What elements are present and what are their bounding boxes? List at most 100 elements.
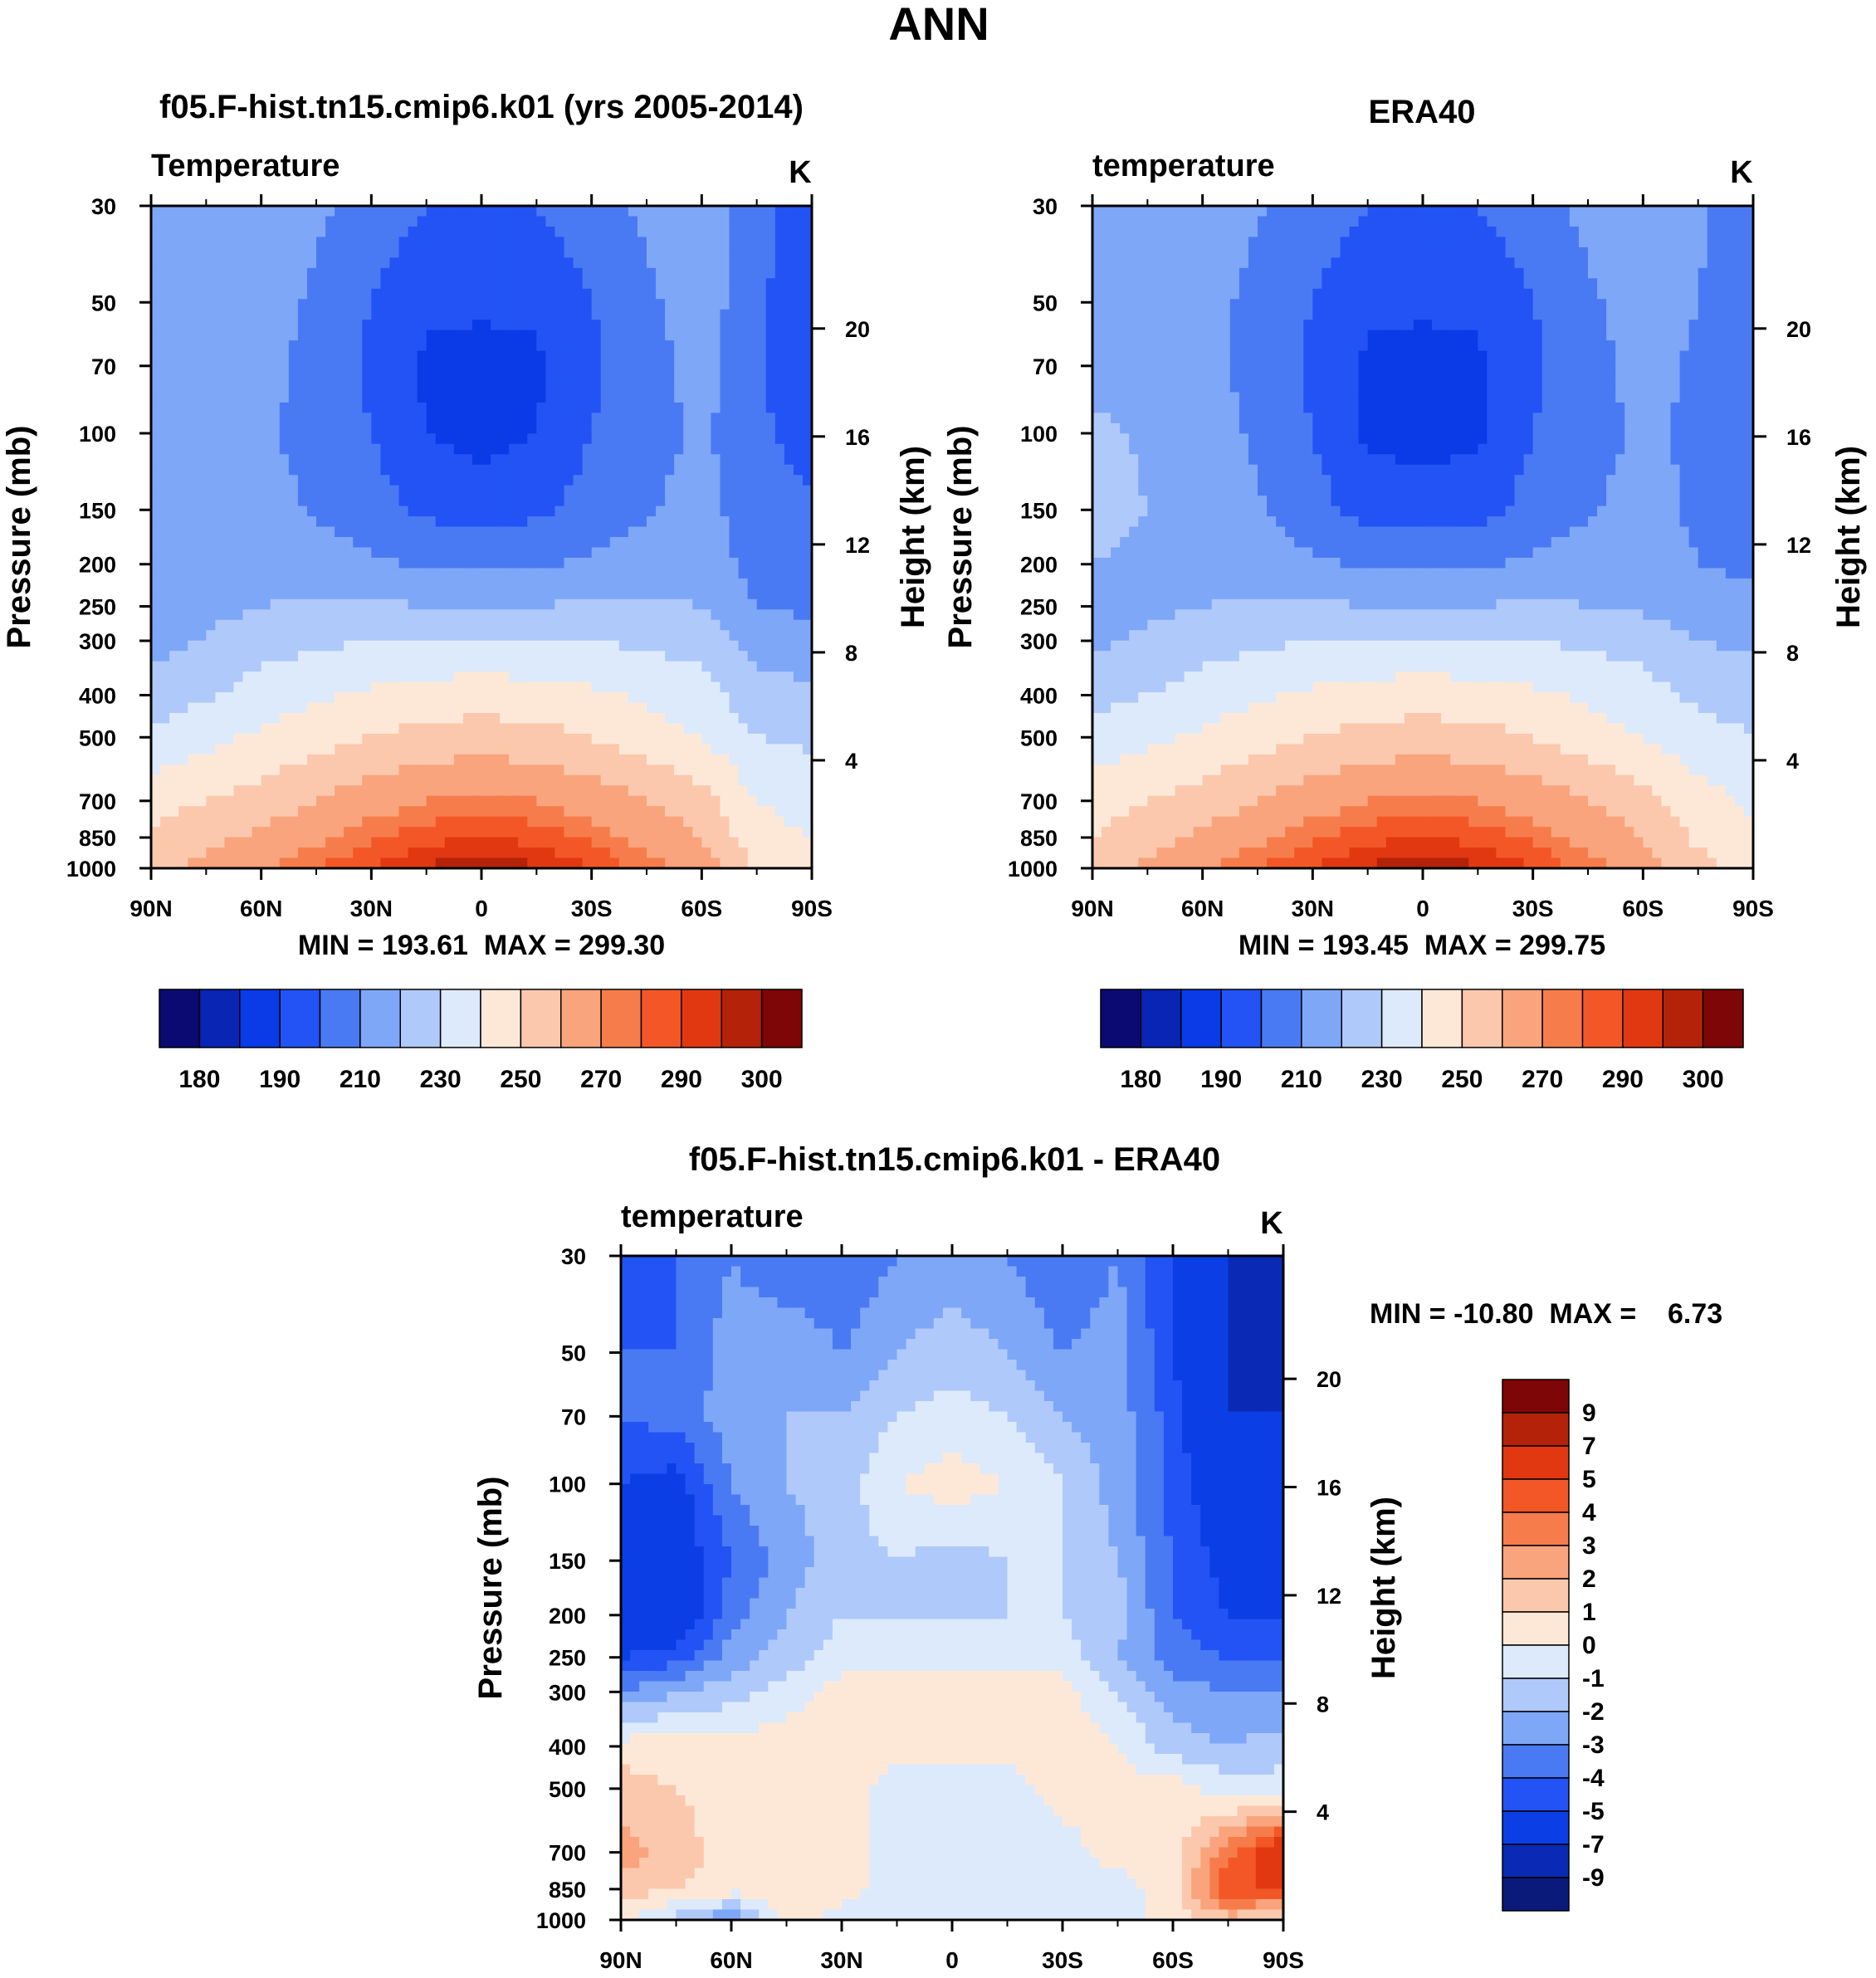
contour-cell — [683, 413, 693, 424]
contour-cell — [270, 568, 281, 579]
contour-cell — [453, 278, 464, 290]
contour-cell — [527, 609, 537, 621]
contour-cell — [564, 785, 574, 797]
contour-cell — [453, 568, 464, 579]
contour-cell — [297, 827, 308, 838]
contour-cell — [1111, 226, 1121, 238]
contour-cell — [444, 505, 455, 517]
contour-cell — [344, 661, 354, 672]
contour-cell — [206, 392, 216, 403]
contour-cell — [756, 454, 767, 466]
contour-cell — [711, 827, 721, 838]
contour-cell — [279, 827, 290, 838]
contour-cell — [417, 361, 427, 373]
contour-cell — [224, 206, 235, 217]
contour-cell — [1340, 237, 1351, 248]
panel-model-colorbar: 180 190 210 230 250 270 290 300 — [159, 989, 803, 1093]
contour-cell — [665, 422, 675, 434]
contour-cell — [261, 247, 271, 258]
contour-cell — [426, 795, 437, 807]
contour-cell — [408, 672, 418, 683]
contour-cell — [453, 496, 464, 507]
contour-cell — [1175, 226, 1185, 238]
contour-cell — [609, 630, 620, 642]
contour-cell — [1569, 226, 1580, 238]
contour-cell — [582, 661, 593, 672]
contour-cell — [197, 619, 207, 631]
contour-cell — [527, 309, 537, 320]
contour-cell — [444, 216, 455, 227]
contour-cell — [1551, 226, 1561, 238]
contour-cell — [656, 547, 666, 559]
contour-cell — [481, 702, 491, 714]
contour-cell — [270, 630, 281, 642]
contour-cell — [344, 392, 354, 403]
contour-cell — [738, 816, 749, 828]
contour-cell — [527, 496, 537, 507]
contour-cell — [491, 371, 501, 383]
panel-model-axes: 90N 60N 30N 0 30S 60S 90S305070100150200250300… — [66, 194, 870, 921]
contour-cell — [591, 723, 602, 735]
contour-cell — [297, 485, 308, 496]
contour-cell — [692, 589, 702, 600]
contour-cell — [362, 723, 372, 735]
contour-cell — [471, 857, 482, 869]
contour-cell — [701, 443, 711, 455]
contour-cell — [297, 350, 308, 362]
contour-cell — [169, 330, 179, 341]
contour-cell — [261, 433, 271, 445]
contour-cell — [151, 598, 161, 610]
contour-cell — [215, 589, 226, 600]
contour-cell — [747, 651, 758, 662]
contour-cell — [279, 340, 290, 352]
contour-cell — [1258, 226, 1268, 238]
contour-cell — [160, 764, 170, 776]
contour-cell — [518, 785, 528, 797]
contour-cell — [591, 505, 602, 517]
contour-cell — [169, 237, 179, 248]
contour-cell — [545, 340, 556, 352]
contour-cell — [471, 206, 482, 217]
contour-cell — [160, 557, 170, 569]
contour-cell — [802, 443, 813, 455]
contour-cell — [169, 392, 179, 403]
contour-cell — [435, 744, 446, 755]
contour-cell — [701, 340, 711, 352]
contour-cell — [1303, 206, 1313, 217]
contour-cell — [692, 754, 702, 765]
contour-cell — [564, 371, 574, 383]
contour-cell — [665, 216, 675, 227]
contour-cell — [389, 206, 400, 217]
contour-cell — [417, 568, 427, 579]
contour-cell — [1340, 216, 1351, 227]
contour-cell — [711, 267, 721, 279]
contour-cell — [471, 537, 482, 549]
contour-cell — [453, 837, 464, 848]
contour-cell — [545, 402, 556, 413]
contour-cell — [536, 350, 546, 362]
contour-cell — [362, 609, 372, 621]
contour-cell — [344, 299, 354, 310]
contour-cell — [518, 485, 528, 496]
contour-cell — [408, 371, 418, 383]
contour-cell — [1514, 206, 1525, 217]
contour-cell — [362, 640, 372, 652]
contour-cell — [756, 413, 767, 424]
contour-cell — [316, 837, 326, 848]
contour-cell — [408, 320, 418, 331]
contour-cell — [683, 723, 693, 735]
contour-cell — [169, 475, 179, 486]
contour-cell — [591, 278, 602, 290]
contour-cell — [371, 609, 381, 621]
contour-cell — [756, 422, 767, 434]
contour-cell — [389, 537, 400, 549]
contour-cell — [509, 774, 519, 786]
contour-cell — [784, 547, 794, 559]
contour-cell — [169, 299, 179, 310]
contour-cell — [656, 630, 666, 642]
contour-cell — [628, 640, 638, 652]
contour-cell — [1578, 216, 1589, 227]
contour-cell — [169, 371, 179, 383]
contour-cell — [554, 589, 565, 600]
contour-cell — [509, 547, 519, 559]
